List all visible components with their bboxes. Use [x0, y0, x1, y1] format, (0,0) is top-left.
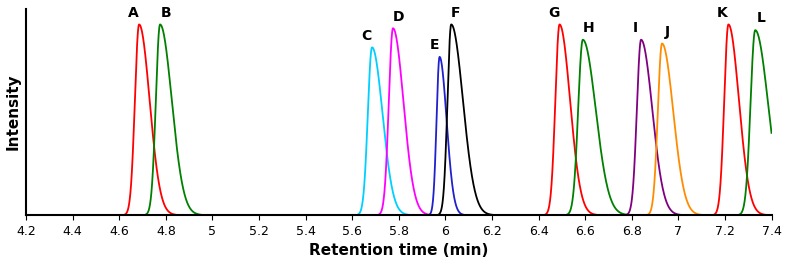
Text: A: A — [127, 6, 139, 20]
Text: L: L — [756, 11, 766, 25]
Text: H: H — [583, 21, 594, 35]
Text: F: F — [451, 6, 460, 20]
Text: I: I — [633, 21, 637, 35]
Text: J: J — [665, 25, 671, 39]
Text: K: K — [717, 6, 728, 20]
Text: E: E — [430, 38, 440, 52]
Text: D: D — [393, 10, 405, 23]
Text: C: C — [361, 29, 371, 43]
Text: B: B — [161, 6, 172, 20]
Text: G: G — [548, 6, 560, 20]
Y-axis label: Intensity: Intensity — [6, 74, 20, 150]
X-axis label: Retention time (min): Retention time (min) — [309, 243, 489, 258]
